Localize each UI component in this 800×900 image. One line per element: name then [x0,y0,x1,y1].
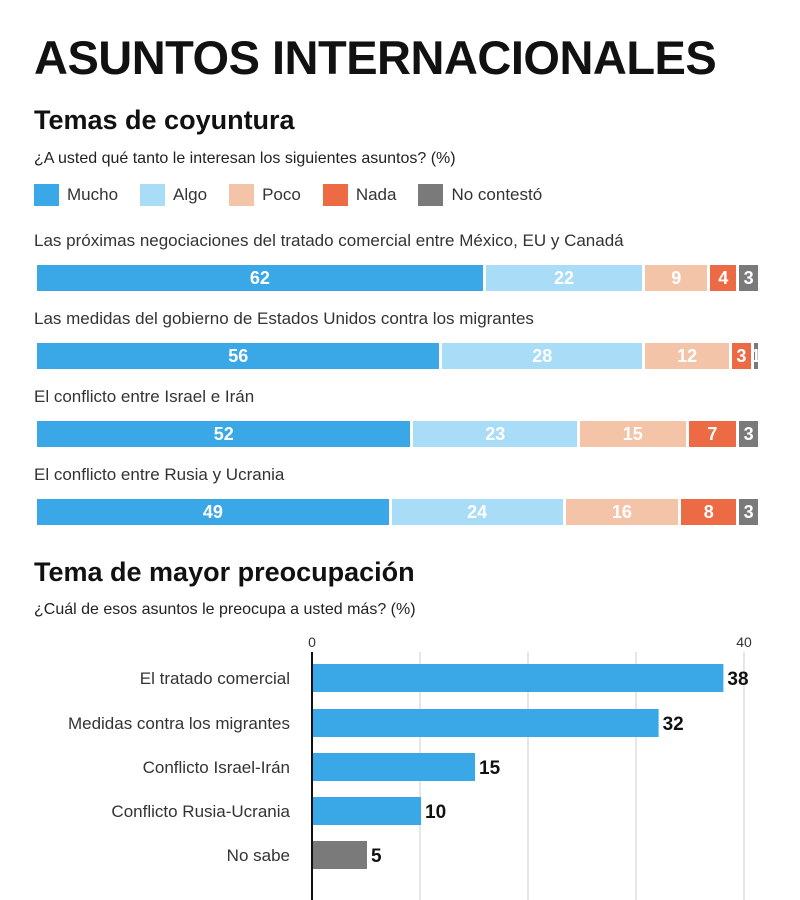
bar-category-label: Conflicto Rusia-Ucrania [111,802,290,821]
segment-value-label: 9 [671,267,682,288]
bar-segment-algo: 23 [413,421,577,447]
bar-category-label: El conflicto entre Rusia y Ucrania [34,465,285,484]
legend-item: Nada [322,184,397,206]
bar-segment-nada: 7 [688,421,737,447]
section-heading-coyuntura: Temas de coyuntura [34,105,295,135]
concern-bar-chart: 0 40 El tratado comercial 38 Medidas contra … [68,634,752,900]
legend-swatch [229,184,255,206]
bar-segment-no-contest: 3 [739,421,758,447]
segment-value-label: 56 [228,345,249,366]
legend-item: No contestó [418,184,542,206]
bar-value-label: 15 [479,758,501,779]
legend-item: Algo [140,184,207,206]
legend-label: No contestó [451,185,543,204]
segment-value-label: 52 [213,423,234,444]
segment-value-label: 7 [707,423,718,444]
bar-category-label: Las próximas negociaciones del tratado c… [34,231,624,250]
bar-segment-mucho: 49 [37,499,389,525]
bar-segment-poco: 16 [565,499,679,525]
bar-segment-mucho: 62 [37,265,483,291]
bar-value-label: 5 [371,846,382,867]
legend-item: Mucho [34,184,118,206]
legend-label: Nada [355,185,397,204]
segment-value-label: 4 [718,267,729,288]
legend-swatch [34,184,59,206]
bar-category-label: Conflicto Israel-Irán [143,758,290,777]
segment-value-label: 28 [532,345,553,366]
bar [313,841,367,869]
bar-value-label: 10 [425,802,446,823]
bar-segment-algo: 28 [442,343,643,369]
section-question-preocupacion: ¿Cuál de esos asuntos le preocupa a uste… [34,601,416,618]
x-tick-label: 0 [308,634,316,650]
segment-value-label: 15 [622,423,643,444]
bar-segment-no-contest: 3 [739,499,758,525]
bar-segment-algo: 24 [391,499,563,525]
legend-swatch [140,184,166,206]
bar-segment-nada: 3 [732,343,751,369]
segment-value-label: 16 [611,501,632,522]
bar [313,797,421,825]
bar-segment-nada: 4 [710,265,737,291]
section-question-coyuntura: ¿A usted qué tanto le interesan los sigu… [34,150,456,167]
segment-value-label: 1 [754,346,758,367]
bar-segment-poco: 12 [645,343,730,369]
bar-value-label: 38 [727,669,748,690]
bar [313,664,724,692]
bar-category-label: No sabe [227,846,290,865]
bar-segment-nada: 8 [681,499,737,525]
legend-label: Poco [262,185,301,204]
bar-category-label: Las medidas del gobierno de Estados Unid… [34,309,534,328]
segment-value-label: 62 [249,267,270,288]
segment-value-label: 3 [743,423,754,444]
bar [313,709,659,737]
bar-category-label: El conflicto entre Israel e Irán [34,387,255,406]
segment-value-label: 22 [553,267,575,288]
segment-value-label: 3 [736,345,747,366]
bar-segment-poco: 9 [645,265,708,291]
bar-segment-no-contest: 1 [753,343,758,369]
chart-legend: Mucho Algo Poco Nada No contestó [34,183,564,207]
bar-category-label: El tratado comercial [140,669,290,688]
stacked-bar: 49 24 16 8 3 [37,499,761,525]
bar-segment-mucho: 56 [37,343,440,369]
legend-item: Poco [229,184,301,206]
bar-segment-mucho: 52 [37,421,411,447]
stacked-bar: 62 22 9 4 3 [37,265,761,291]
bar-segment-poco: 15 [580,421,686,447]
x-tick-label: 40 [736,634,752,650]
segment-value-label: 49 [202,501,223,522]
legend-swatch [418,184,444,206]
bar-category-label: Medidas contra los migrantes [68,714,290,733]
section-heading-preocupacion: Tema de mayor preocupación [34,557,415,587]
segment-value-label: 12 [677,345,698,366]
legend-swatch [322,184,348,206]
bar-value-label: 32 [663,714,684,735]
segment-value-label: 23 [485,423,506,444]
segment-value-label: 3 [743,267,754,288]
bar [313,753,475,781]
stacked-bar: 52 23 15 7 3 [37,421,761,447]
segment-value-label: 24 [467,501,488,522]
bar-segment-algo: 22 [485,265,643,291]
stacked-bar: 56 28 12 31 [37,343,761,369]
legend-label: Algo [173,185,208,204]
segment-value-label: 8 [703,501,714,522]
page-title: ASUNTOS INTERNACIONALES [34,31,717,84]
legend-label: Mucho [67,185,119,204]
segment-value-label: 3 [743,501,754,522]
bar-segment-no-contest: 3 [739,265,758,291]
